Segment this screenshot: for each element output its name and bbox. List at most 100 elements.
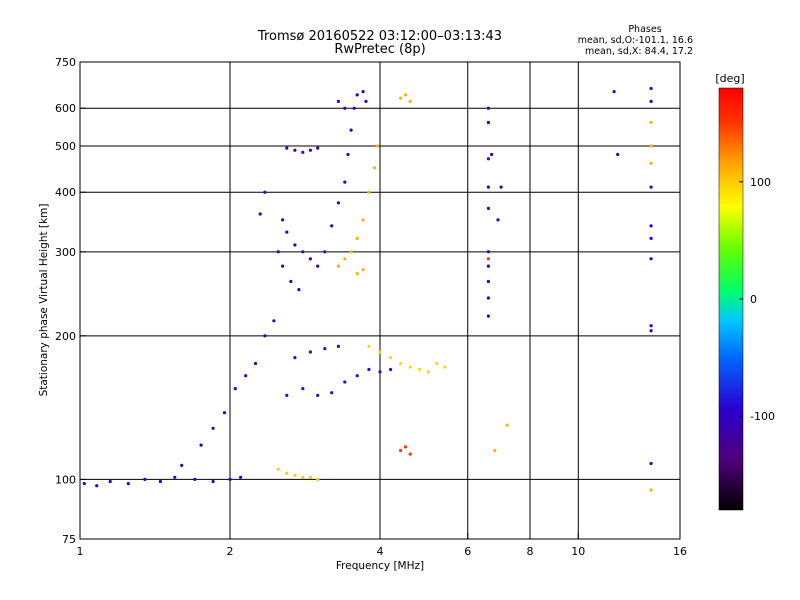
data-point (355, 93, 359, 97)
data-point (612, 90, 616, 94)
data-point (281, 218, 285, 222)
data-point (276, 250, 280, 254)
x-tick-label: 4 (377, 545, 384, 558)
data-point (372, 166, 377, 170)
data-point (486, 106, 490, 110)
data-point (285, 230, 289, 234)
data-point (649, 86, 653, 91)
data-point (486, 279, 490, 284)
data-point (649, 224, 653, 228)
x-tick-labels: 1 2 4 6 8 10 16 (77, 533, 687, 558)
data-point (486, 296, 490, 300)
data-point (649, 120, 653, 125)
phases-line-o: mean, sd,O:-101.1, 16.6 (578, 35, 693, 46)
data-point (649, 461, 653, 466)
data-point (308, 475, 312, 479)
x-tick-label: 10 (571, 545, 585, 558)
data-point (346, 152, 350, 157)
data-point (343, 180, 347, 184)
x-tick-label: 6 (464, 545, 471, 558)
data-point (316, 393, 320, 397)
data-point (649, 161, 653, 165)
x-tick-label: 16 (673, 545, 687, 558)
data-point (263, 190, 267, 194)
data-point (399, 96, 403, 100)
data-point (308, 350, 312, 354)
data-point (364, 99, 368, 103)
data-point (308, 148, 312, 152)
data-point (649, 257, 653, 261)
data-point (486, 206, 490, 210)
data-point (108, 479, 112, 484)
grid-lines (80, 62, 680, 539)
data-point (649, 185, 653, 189)
data-point (490, 152, 494, 157)
data-point (285, 393, 289, 397)
data-point (435, 361, 439, 366)
data-point (244, 374, 248, 378)
data-point (361, 90, 365, 94)
data-point (443, 365, 447, 369)
data-point (367, 367, 371, 372)
data-point (293, 356, 297, 360)
data-point (403, 445, 408, 449)
data-point (285, 471, 289, 475)
data-point (301, 250, 305, 254)
data-point (316, 477, 320, 481)
colorbar-tick-label: -100 (750, 410, 775, 423)
data-point (649, 324, 653, 328)
data-point (323, 250, 327, 254)
data-point (355, 236, 359, 240)
x-tick-label: 2 (227, 545, 234, 558)
data-point (316, 264, 320, 268)
data-point (293, 473, 297, 477)
data-point (258, 212, 262, 216)
data-point (649, 488, 653, 492)
data-point (493, 448, 497, 453)
chart-title: Tromsø 20160522 03:12:00–03:13:43 (257, 29, 502, 44)
data-point (180, 463, 184, 467)
data-point (361, 268, 365, 272)
data-point (308, 257, 312, 261)
data-point (399, 448, 403, 453)
data-point (323, 347, 327, 351)
data-point (496, 218, 500, 222)
data-point (330, 224, 334, 228)
x-tick-label: 8 (527, 545, 534, 558)
data-point (403, 93, 408, 97)
data-point (389, 367, 393, 372)
data-point (336, 201, 340, 205)
x-axis-label: Frequency [MHz] (336, 560, 424, 572)
y-tick-label: 300 (55, 246, 76, 259)
colorbar-tick-label: 100 (750, 176, 771, 189)
data-point (649, 236, 653, 240)
data-point (297, 288, 301, 292)
phases-heading: Phases (628, 24, 661, 35)
data-point (316, 146, 320, 150)
data-point (301, 475, 305, 479)
data-point (349, 128, 353, 132)
data-point (126, 482, 130, 486)
data-point (499, 185, 503, 189)
data-points (82, 86, 653, 492)
y-axis-label: Stationary phase Virtual Height [km] (38, 204, 50, 397)
colorbar-ticks: 100 0 -100 (739, 176, 775, 423)
data-point (199, 443, 203, 447)
data-point (486, 264, 490, 268)
data-point (486, 185, 490, 189)
data-point (233, 387, 237, 391)
data-point (263, 334, 267, 338)
data-point (222, 411, 227, 415)
data-point (408, 452, 412, 456)
data-point (486, 157, 490, 161)
data-point (193, 477, 197, 481)
data-point (486, 314, 490, 318)
chart-subtitle: RwPretec (8p) (334, 42, 425, 57)
data-point (301, 387, 305, 391)
data-point (336, 99, 340, 103)
colorbar-tick-label: 0 (750, 293, 757, 306)
data-point (158, 479, 162, 484)
data-point (343, 106, 347, 110)
data-point (293, 148, 297, 152)
data-point (375, 144, 379, 148)
